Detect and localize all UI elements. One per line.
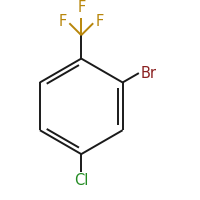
Text: Cl: Cl [74,173,88,188]
Text: F: F [95,14,103,29]
Text: F: F [59,14,67,29]
Text: Br: Br [140,66,156,81]
Text: F: F [77,0,85,15]
